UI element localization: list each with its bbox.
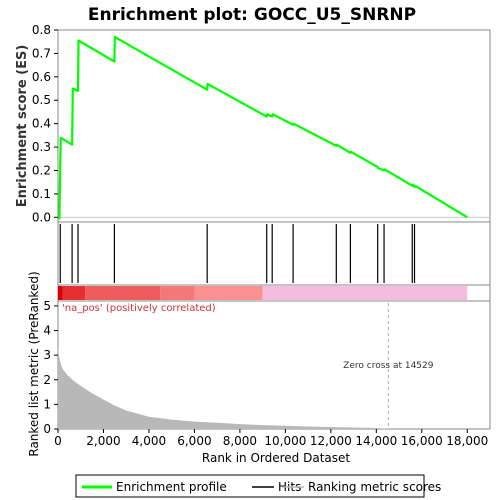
zero-cross-label: Zero cross at 14529 (343, 361, 434, 371)
x-tick-label: 12,000 (310, 434, 352, 448)
es-y-tick-label: 0.5 (32, 93, 51, 107)
positive-correlation-label: 'na_pos' (positively correlated) (62, 303, 216, 314)
chart-title: Enrichment plot: GOCC_U5_SNRNP (88, 5, 416, 25)
metric-y-tick-label: 4 (43, 324, 51, 338)
es-y-ticks: 0.0 0.1 0.2 0.3 0.4 0.5 0.6 0.7 0.8 (32, 23, 58, 224)
enrichment-profile-line (57, 35, 468, 220)
metric-y-axis-label: Ranked list metric (PreRanked) (27, 271, 41, 456)
x-tick-label: 6,000 (177, 434, 211, 448)
x-tick-label: 8,000 (223, 434, 257, 448)
ranking-metric-area (58, 344, 389, 429)
ranking-bar-segment (58, 286, 63, 300)
ranking-bar-segment (85, 286, 161, 300)
metric-y-tick-label: 3 (43, 348, 51, 362)
x-tick-label: 0 (54, 434, 62, 448)
ranking-bar-segment (160, 286, 195, 300)
x-tick-label: 4,000 (132, 434, 166, 448)
es-y-tick-label: 0.3 (32, 140, 51, 154)
metric-y-ticks: 0 1 2 3 4 5 (43, 299, 58, 436)
es-y-tick-label: 0.4 (32, 117, 51, 131)
es-y-tick-label: 0.6 (32, 70, 51, 84)
x-axis: 0 2,000 4,000 6,000 8,000 10,000 12,000 14,000 1… (54, 429, 488, 448)
x-tick-label: 10,000 (264, 434, 306, 448)
es-y-tick-label: 0.2 (32, 163, 51, 177)
ranking-bar-segment (262, 286, 468, 300)
es-y-tick-label: 0.7 (32, 46, 51, 60)
hits-panel (57, 221, 491, 286)
hits-panel-frame (57, 221, 491, 286)
es-panel-frame (57, 29, 491, 223)
hit-lines (59, 224, 416, 283)
x-tick-label: 16,000 (401, 434, 443, 448)
ranking-bar-segment (194, 286, 263, 300)
ranking-bar-segments (58, 286, 468, 300)
x-tick-label: 18,000 (446, 434, 488, 448)
x-tick-label: 2,000 (86, 434, 120, 448)
legend-ranking-metric-label: Ranking metric scores (308, 480, 441, 494)
legend: Enrichment profile Hits Ranking metric s… (75, 474, 441, 498)
es-y-tick-label: 0.0 (32, 210, 51, 224)
legend-enrichment-profile-label: Enrichment profile (116, 480, 227, 494)
metric-y-tick-label: 5 (43, 299, 51, 313)
legend-frame (75, 474, 425, 498)
x-tick-label: 14,000 (355, 434, 397, 448)
metric-y-tick-label: 2 (43, 373, 51, 387)
x-axis-label: Rank in Ordered Dataset (202, 451, 350, 465)
es-panel: 0.0 0.1 0.2 0.3 0.4 0.5 0.6 0.7 0.8 Enrichment s… (15, 23, 491, 224)
metric-panel-frame (57, 300, 491, 430)
es-y-tick-label: 0.1 (32, 187, 51, 201)
ranking-bar-segment (62, 286, 86, 300)
es-y-tick-label: 0.8 (32, 23, 51, 37)
es-y-axis-label: Enrichment score (ES) (15, 45, 30, 208)
metric-y-tick-label: 0 (43, 422, 51, 436)
ranking-color-bar (57, 284, 491, 302)
metric-y-tick-label: 1 (43, 397, 51, 411)
